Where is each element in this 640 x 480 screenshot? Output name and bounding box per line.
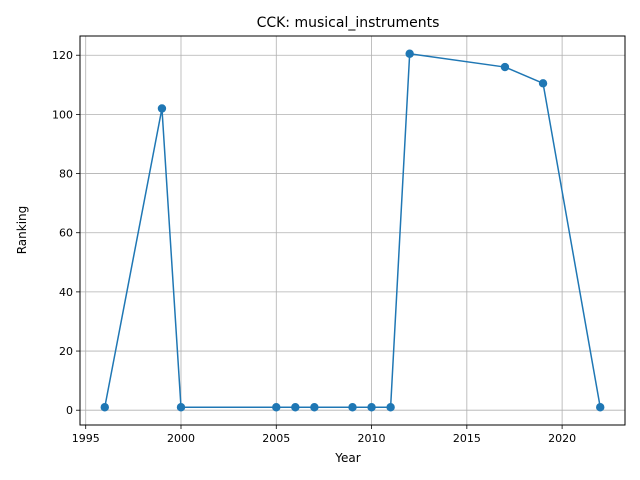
data-point xyxy=(367,403,376,412)
x-tick-label: 2015 xyxy=(453,432,481,445)
data-point xyxy=(100,403,109,412)
x-tick-label: 2005 xyxy=(262,432,290,445)
y-tick-label: 100 xyxy=(52,108,73,121)
x-axis-label: Year xyxy=(334,451,360,465)
series-markers xyxy=(100,49,605,412)
data-point xyxy=(176,403,186,412)
x-tick-label: 2010 xyxy=(358,432,386,445)
data-point xyxy=(500,62,510,72)
data-point xyxy=(538,79,548,88)
data-point xyxy=(272,403,281,412)
y-tick-label: 120 xyxy=(52,49,73,62)
data-point xyxy=(405,49,414,58)
y-tick-label: 60 xyxy=(59,227,73,240)
x-tick-label: 1995 xyxy=(72,432,100,445)
x-tick-label: 2020 xyxy=(548,432,576,445)
data-point xyxy=(386,403,395,412)
y-tick-label: 80 xyxy=(59,168,73,181)
axis-ticks: 1995 2000 2005 2010 2015 2020 0 20 40 60 80 100 120 xyxy=(52,49,576,445)
y-tick-label: 0 xyxy=(66,404,73,417)
data-point xyxy=(291,403,300,412)
grid-lines xyxy=(80,36,625,425)
data-point xyxy=(310,403,319,412)
y-tick-label: 40 xyxy=(59,286,73,299)
y-axis-label: Ranking xyxy=(15,206,29,255)
x-tick-label: 2000 xyxy=(167,432,195,445)
data-point xyxy=(596,403,605,412)
data-point xyxy=(157,104,167,113)
y-tick-label: 20 xyxy=(59,345,73,358)
plot-frame xyxy=(79,35,626,426)
chart-title: CCK: musical_instruments xyxy=(257,15,440,31)
data-point xyxy=(348,403,357,412)
